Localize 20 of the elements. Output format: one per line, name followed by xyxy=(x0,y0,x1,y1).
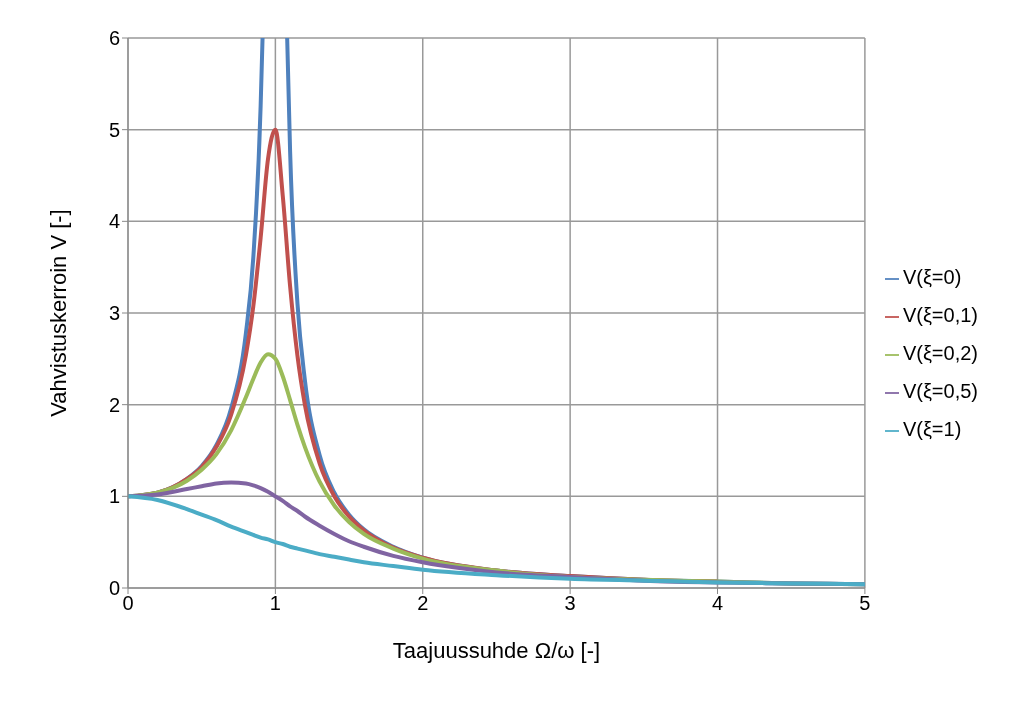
x-axis-title: Taajuussuhde Ω/ω [-] xyxy=(392,638,601,663)
legend-label: V(ξ=0,1) xyxy=(902,304,978,326)
y-tick-label: 5 xyxy=(108,118,120,141)
legend-label: V(ξ=0) xyxy=(902,266,962,288)
y-axis-title: Vahvistuskerroin V [-] xyxy=(45,209,71,417)
legend-label: V(ξ=0,2) xyxy=(902,342,978,364)
x-tick-label: 1 xyxy=(269,592,281,615)
y-tick-label: 6 xyxy=(108,27,120,50)
x-tick-label: 5 xyxy=(859,592,871,615)
x-tick-label: 3 xyxy=(564,592,576,615)
x-tick-label: 2 xyxy=(417,592,429,615)
y-tick-label: 4 xyxy=(108,210,120,233)
y-tick-label: 0 xyxy=(108,577,120,600)
legend-label: V(ξ=1) xyxy=(902,418,962,440)
y-tick-label: 1 xyxy=(108,485,120,508)
y-tick-label: 3 xyxy=(108,302,120,325)
y-tick-label: 2 xyxy=(108,393,120,416)
x-tick-label: 4 xyxy=(711,592,724,615)
x-tick-label: 0 xyxy=(122,592,134,615)
legend-label: V(ξ=0,5) xyxy=(902,380,978,402)
